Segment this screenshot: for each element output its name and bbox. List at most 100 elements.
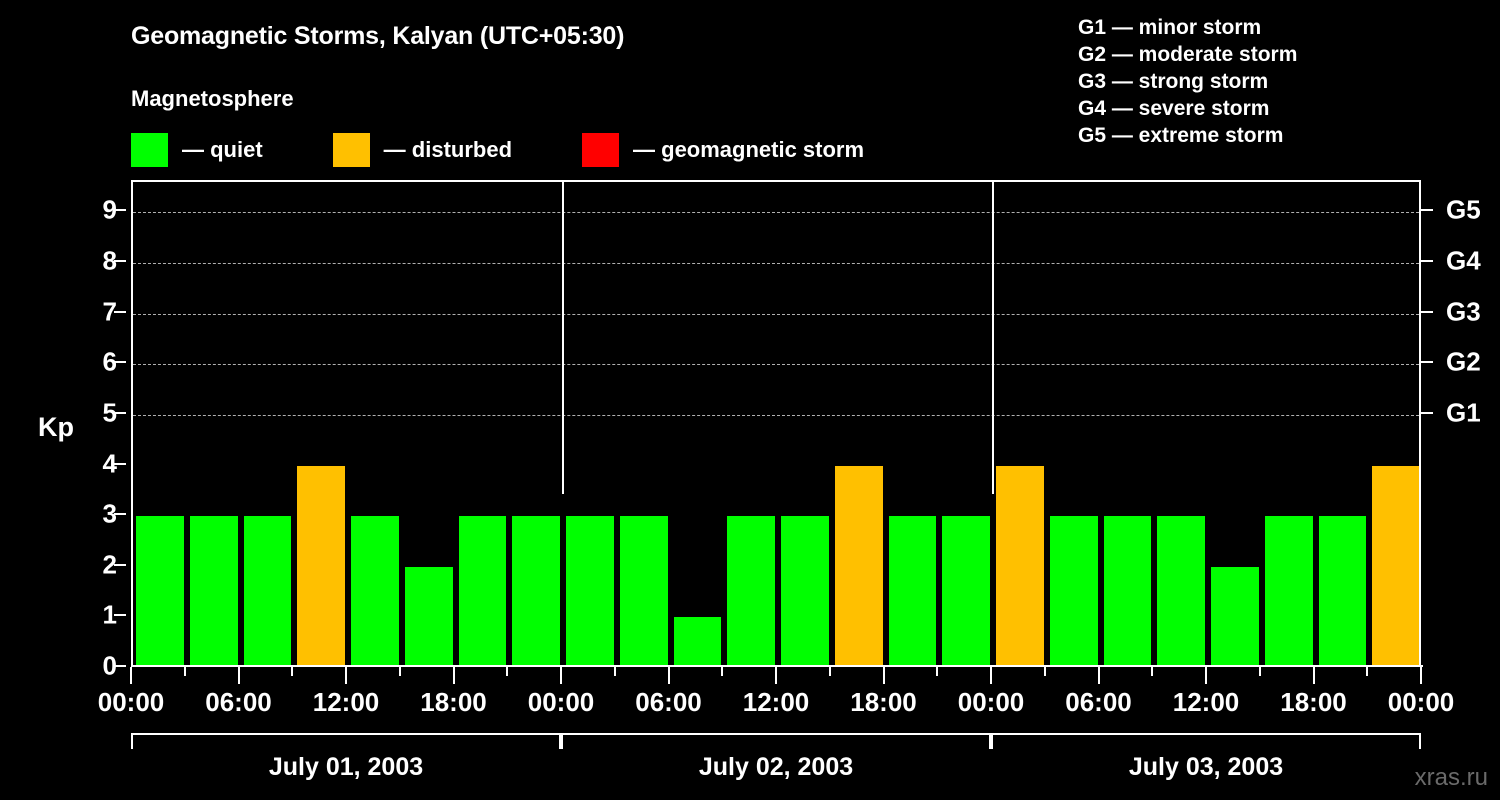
bar[interactable] — [1049, 516, 1098, 667]
x-tick-label: 12:00 — [1172, 687, 1240, 717]
x-tick-major — [1097, 667, 1100, 684]
y-tick-mark — [114, 513, 126, 516]
gscale-row-g5: G5 — extreme storm — [1078, 124, 1284, 147]
bar[interactable] — [189, 516, 238, 667]
x-tick-label: 06:00 — [635, 687, 702, 717]
bar[interactable] — [136, 516, 184, 667]
date-bracket — [131, 733, 561, 749]
x-tick-minor — [936, 667, 939, 676]
gridline-kp-6 — [133, 364, 1419, 366]
gridline-kp-7 — [133, 313, 1419, 315]
bar[interactable] — [458, 516, 507, 667]
y-tick-mark — [114, 665, 126, 667]
x-tick-major — [560, 667, 562, 684]
g-tick-mark — [1421, 310, 1433, 313]
x-tick-label: 00:00 — [527, 687, 595, 717]
x-tick-major — [1420, 667, 1422, 684]
bar[interactable] — [1103, 516, 1152, 667]
g-tick-label-g1: G1 — [1446, 397, 1481, 428]
legend-entry-storm: — geomagnetic storm — [582, 133, 864, 167]
y-tick-mark — [114, 361, 126, 364]
y-tick-label: 9 — [102, 194, 117, 225]
x-tick-minor — [398, 667, 401, 676]
bar[interactable] — [1157, 516, 1205, 667]
x-axis-line — [131, 665, 1423, 667]
gscale-row-g4: G4 — severe storm — [1078, 97, 1270, 120]
bar[interactable] — [297, 465, 345, 667]
bar[interactable] — [942, 516, 990, 667]
x-tick-major — [452, 667, 455, 684]
bar[interactable] — [1372, 465, 1419, 667]
quiet-swatch-icon — [131, 133, 168, 167]
bar[interactable] — [619, 516, 668, 667]
gscale-row-g2: G2 — moderate storm — [1078, 43, 1298, 66]
gridline-kp-8 — [133, 263, 1419, 264]
storm-swatch-icon — [582, 133, 620, 167]
gridline-kp-9 — [133, 212, 1419, 214]
gscale-legend: G1 — minor storm G2 — moderate storm G3 … — [1078, 14, 1297, 149]
x-tick-major — [237, 667, 240, 684]
disturbed-swatch-icon — [332, 133, 370, 167]
bar[interactable] — [781, 516, 829, 667]
x-tick-minor — [1151, 667, 1154, 676]
g-tick-label-g5: G5 — [1446, 194, 1481, 225]
x-tick-label: 18:00 — [850, 687, 917, 717]
x-axis: 00:00 06:00 12:00 18:00 00:00 06:00 12:00 18:00… — [98, 665, 1454, 725]
x-tick-minor — [613, 667, 616, 676]
y-tick-label: 1 — [102, 599, 117, 630]
x-tick-minor — [721, 667, 724, 676]
y-axis-title: Kp — [38, 412, 74, 442]
bar[interactable] — [1264, 516, 1313, 667]
date-axis: July 01, 2003 July 02, 2003 July 03, 2003 — [0, 733, 1500, 800]
bar[interactable] — [673, 617, 722, 667]
bar[interactable] — [996, 465, 1044, 667]
y-axis-left: 0 1 2 3 4 5 6 7 8 9 — [60, 180, 126, 681]
x-tick-minor — [291, 667, 294, 676]
x-tick-label: 00:00 — [957, 687, 1025, 717]
plot-area — [131, 180, 1421, 667]
x-tick-major — [667, 667, 670, 684]
bar[interactable] — [351, 516, 399, 667]
x-tick-minor — [506, 667, 509, 676]
bar[interactable] — [243, 516, 292, 667]
bar[interactable] — [566, 516, 614, 667]
g-tick-label-g4: G4 — [1446, 245, 1481, 276]
legend-label-quiet: — quiet — [182, 137, 263, 162]
bar[interactable] — [1318, 516, 1367, 667]
x-tick-label: 12:00 — [742, 687, 810, 717]
y-tick-mark — [114, 462, 126, 465]
x-tick-minor — [1258, 667, 1261, 676]
day-divider-1 — [562, 182, 564, 494]
y-tick-mark — [114, 563, 126, 566]
watermark: xras.ru — [1414, 764, 1488, 791]
x-tick-label: 18:00 — [420, 687, 487, 717]
bar[interactable] — [1211, 566, 1259, 667]
bar[interactable] — [888, 516, 937, 667]
bar[interactable] — [834, 465, 883, 667]
x-tick-label: 06:00 — [1065, 687, 1132, 717]
bar[interactable] — [404, 566, 453, 667]
gscale-row-g3: G3 — strong storm — [1078, 70, 1269, 93]
bar[interactable] — [512, 516, 560, 667]
x-tick-minor — [1366, 667, 1369, 676]
y-tick-label: 2 — [102, 549, 117, 580]
x-tick-major — [775, 667, 777, 684]
x-tick-label: 12:00 — [312, 687, 380, 717]
page-title: Geomagnetic Storms, Kalyan (UTC+05:30) — [131, 22, 625, 50]
date-bracket — [561, 733, 991, 749]
x-tick-major — [1205, 667, 1207, 684]
x-tick-label: 06:00 — [205, 687, 272, 717]
legend-entry-quiet: — quiet — [131, 133, 263, 167]
y-tick-mark — [114, 614, 126, 617]
g-tick-label-g2: G2 — [1446, 346, 1481, 377]
bar[interactable] — [727, 516, 775, 667]
color-legend: — quiet — disturbed — geomagnetic storm — [131, 131, 864, 169]
g-tick-mark — [1421, 411, 1433, 414]
day-divider-2 — [992, 182, 994, 494]
date-label: July 02, 2003 — [698, 753, 854, 781]
x-tick-label: 00:00 — [97, 687, 165, 717]
subsection-title: Magnetosphere — [131, 86, 294, 111]
gridline-kp-5 — [133, 414, 1419, 416]
y-tick-mark — [114, 411, 126, 414]
